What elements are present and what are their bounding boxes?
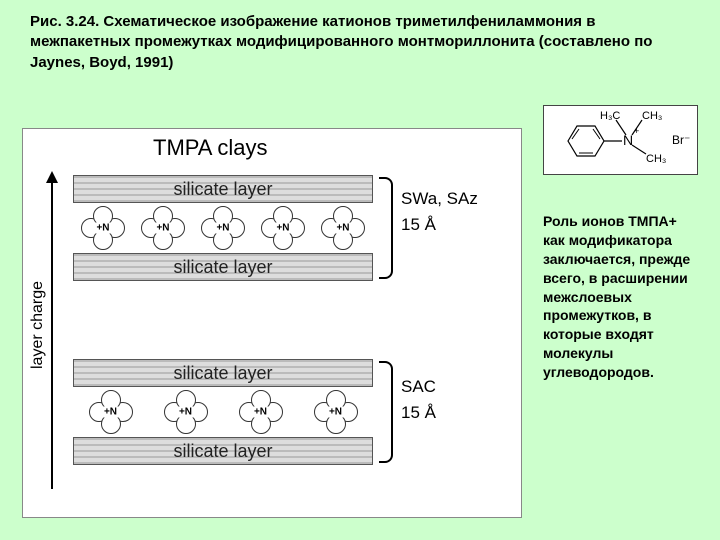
methyl-group: CH₃ (642, 110, 662, 122)
figure-caption: Рис. 3.24. Схематическое изображение кат… (30, 12, 690, 73)
charge-plus: + (634, 126, 639, 136)
nitrogen-atom: N (623, 132, 633, 148)
spacing-label: 15 Å (401, 215, 436, 235)
cation-icon: +N (314, 390, 358, 434)
diagram-frame: TMPA clays layer charge silicate layer +… (22, 128, 522, 518)
methyl-group: H₃C (600, 110, 620, 122)
anion-label: Br⁻ (672, 133, 690, 147)
axis-label: layer charge (29, 281, 47, 369)
cation-label: +N (95, 223, 110, 234)
cation-label: +N (253, 407, 268, 418)
cation-label: +N (103, 407, 118, 418)
chemical-structure: N + H₃C CH₃ CH₃ Br⁻ (543, 105, 698, 175)
cation-icon: +N (164, 390, 208, 434)
molecule-svg: N + H₃C CH₃ CH₃ Br⁻ (544, 106, 699, 176)
cation-icon: +N (239, 390, 283, 434)
silicate-layer: silicate layer (73, 253, 373, 281)
cation-icon: +N (201, 206, 245, 250)
sample-label: SAC (401, 377, 436, 397)
cation-row-lower: +N +N +N +N (73, 389, 373, 435)
cation-icon: +N (81, 206, 125, 250)
cation-label: +N (155, 223, 170, 234)
axis-arrow (51, 179, 53, 489)
silicate-layer: silicate layer (73, 359, 373, 387)
methyl-group: CH₃ (646, 153, 666, 165)
cation-label: +N (178, 407, 193, 418)
spacing-label: 15 Å (401, 403, 436, 423)
cation-icon: +N (89, 390, 133, 434)
silicate-layer: silicate layer (73, 437, 373, 465)
cation-icon: +N (261, 206, 305, 250)
cation-icon: +N (321, 206, 365, 250)
sample-label: SWa, SAz (401, 189, 478, 209)
diagram-title: TMPA clays (153, 135, 268, 161)
cation-row-upper: +N +N +N +N +N (73, 205, 373, 251)
cation-label: +N (328, 407, 343, 418)
cation-icon: +N (141, 206, 185, 250)
side-description: Роль ионов ТМПА+ как модификатора заключ… (543, 212, 698, 382)
cation-label: +N (275, 223, 290, 234)
cation-label: +N (215, 223, 230, 234)
dimension-brace (379, 177, 393, 279)
dimension-brace (379, 361, 393, 463)
cation-label: +N (335, 223, 350, 234)
silicate-layer: silicate layer (73, 175, 373, 203)
